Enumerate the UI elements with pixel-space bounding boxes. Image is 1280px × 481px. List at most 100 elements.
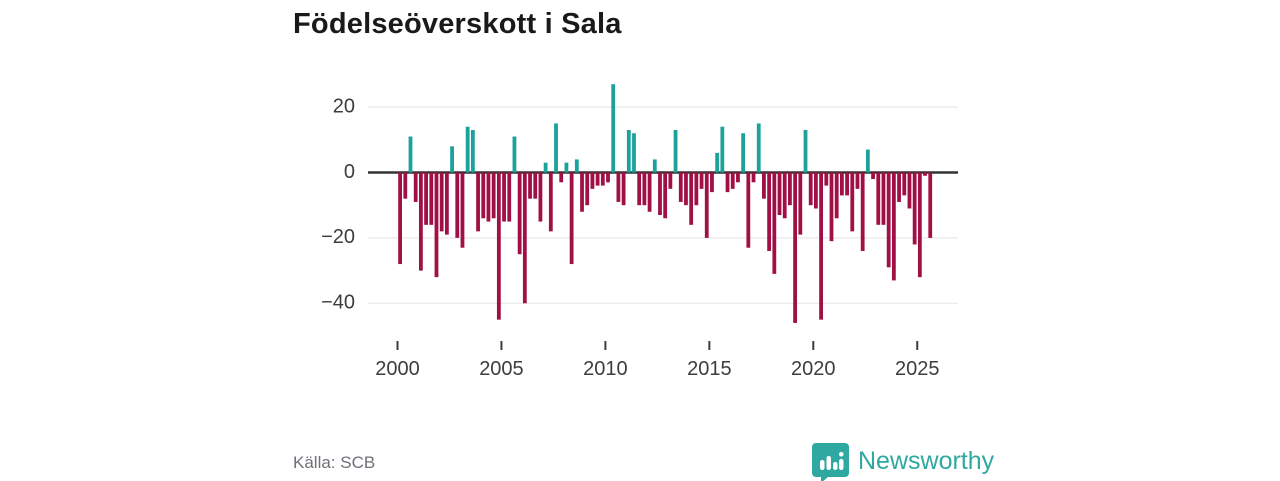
bar-2008Q1 — [564, 162, 569, 173]
bar-2023Q3 — [886, 172, 891, 268]
bar-2014Q1 — [689, 172, 694, 225]
bar-2025Q3 — [928, 172, 933, 238]
bar-2011Q1 — [626, 129, 631, 173]
bar-2017Q4 — [767, 172, 772, 251]
bar-2012Q1 — [647, 172, 652, 212]
bar-2020Q2 — [819, 172, 823, 320]
bar-2004Q2 — [486, 172, 491, 222]
bar-2013Q1 — [668, 172, 673, 189]
bar-2015Q2 — [715, 152, 720, 173]
bar-2021Q4 — [850, 172, 855, 232]
bar-2022Q2 — [860, 172, 865, 251]
bar-2013Q3 — [678, 172, 683, 202]
bar-2014Q4 — [704, 172, 709, 238]
bar-2020Q1 — [813, 172, 818, 209]
bar-2001Q3 — [429, 172, 434, 225]
x-axis-tick-label: 2025 — [895, 358, 940, 380]
bar-2018Q2 — [777, 172, 782, 216]
y-axis-tick-label: 20 — [333, 95, 355, 117]
bar-2010Q4 — [621, 172, 626, 206]
bar-2003Q1 — [460, 172, 465, 248]
bar-2004Q4 — [496, 172, 501, 320]
bar-2017Q1 — [751, 172, 756, 183]
newsworthy-speech-bubble-bar-chart-icon — [812, 443, 849, 481]
bar-2025Q1 — [917, 172, 922, 278]
bar-2002Q2 — [444, 172, 449, 235]
bar-2022Q3 — [865, 149, 870, 173]
bar-2015Q1 — [710, 172, 714, 193]
bar-2016Q4 — [746, 172, 751, 248]
bar-2001Q2 — [424, 172, 428, 225]
bar-2004Q3 — [491, 172, 496, 219]
bar-2005Q1 — [502, 172, 506, 222]
bar-2023Q2 — [881, 172, 886, 225]
bar-2010Q3 — [616, 172, 621, 202]
bar-2006Q4 — [538, 172, 543, 222]
bar-2005Q2 — [507, 172, 512, 222]
bar-2015Q4 — [725, 172, 730, 193]
bar-2014Q2 — [694, 172, 699, 206]
x-axis-tick-label: 2020 — [791, 358, 836, 380]
bar-2021Q1 — [834, 172, 839, 219]
bar-2010Q1 — [606, 172, 610, 183]
bar-2009Q2 — [590, 172, 595, 189]
bar-2010Q2 — [611, 84, 616, 173]
bar-2013Q4 — [684, 172, 688, 206]
bar-2000Q3 — [408, 136, 413, 173]
bar-2019Q3 — [803, 129, 808, 173]
x-axis-tick-label: 2005 — [479, 358, 524, 380]
x-axis-tick-label: 2000 — [375, 358, 420, 380]
bar-2007Q4 — [559, 172, 564, 183]
bar-2020Q3 — [824, 172, 829, 186]
bar-2004Q1 — [481, 172, 486, 219]
bar-2011Q4 — [642, 172, 647, 206]
bar-2023Q4 — [891, 172, 896, 281]
bar-2012Q3 — [658, 172, 662, 216]
y-axis-tick-label: −40 — [321, 292, 355, 314]
bar-2018Q1 — [772, 172, 777, 274]
bar-2024Q3 — [907, 172, 912, 209]
brand-name: Newsworthy — [858, 446, 995, 475]
bar-2008Q4 — [580, 172, 584, 212]
bar-2021Q2 — [839, 172, 844, 196]
bar-2007Q3 — [554, 123, 558, 173]
bar-2002Q3 — [450, 146, 454, 173]
bar-2006Q2 — [528, 172, 532, 199]
bar-2001Q4 — [434, 172, 439, 278]
bar-2014Q3 — [699, 172, 704, 189]
bar-2016Q2 — [736, 172, 740, 183]
bar-2009Q3 — [595, 172, 600, 186]
bar-2019Q4 — [808, 172, 813, 206]
bar-2018Q4 — [788, 172, 792, 206]
bar-2023Q1 — [876, 172, 881, 225]
bar-2024Q4 — [912, 172, 917, 245]
x-axis-tick-label: 2015 — [687, 358, 732, 380]
bar-2006Q3 — [533, 172, 538, 199]
bar-2017Q3 — [762, 172, 766, 199]
bar-2003Q2 — [465, 126, 470, 173]
bar-2025Q2 — [923, 172, 927, 176]
bar-2000Q1 — [398, 172, 402, 265]
bar-2012Q4 — [663, 172, 668, 219]
bar-2008Q3 — [574, 159, 579, 173]
bar-2019Q1 — [793, 172, 798, 323]
bar-2011Q3 — [637, 172, 642, 206]
page-title: Födelseöverskott i Sala — [293, 8, 622, 40]
y-axis-tick-label: −20 — [321, 226, 355, 248]
source-note: Källa: SCB — [293, 453, 376, 472]
bar-2024Q2 — [902, 172, 907, 196]
bar-2019Q2 — [798, 172, 803, 235]
bar-2012Q2 — [652, 159, 657, 173]
bar-2018Q3 — [782, 172, 787, 219]
x-axis-tick-label: 2010 — [583, 358, 628, 380]
bar-2002Q4 — [455, 172, 460, 238]
bar-2022Q1 — [855, 172, 860, 189]
bar-2002Q1 — [439, 172, 444, 232]
newsworthy-logo: Newsworthy — [812, 441, 994, 481]
bar-2008Q2 — [569, 172, 574, 265]
bar-2009Q1 — [585, 172, 590, 206]
y-axis-tick-label: 0 — [344, 161, 355, 183]
bar-2022Q4 — [871, 172, 875, 180]
bar-2020Q4 — [829, 172, 834, 242]
